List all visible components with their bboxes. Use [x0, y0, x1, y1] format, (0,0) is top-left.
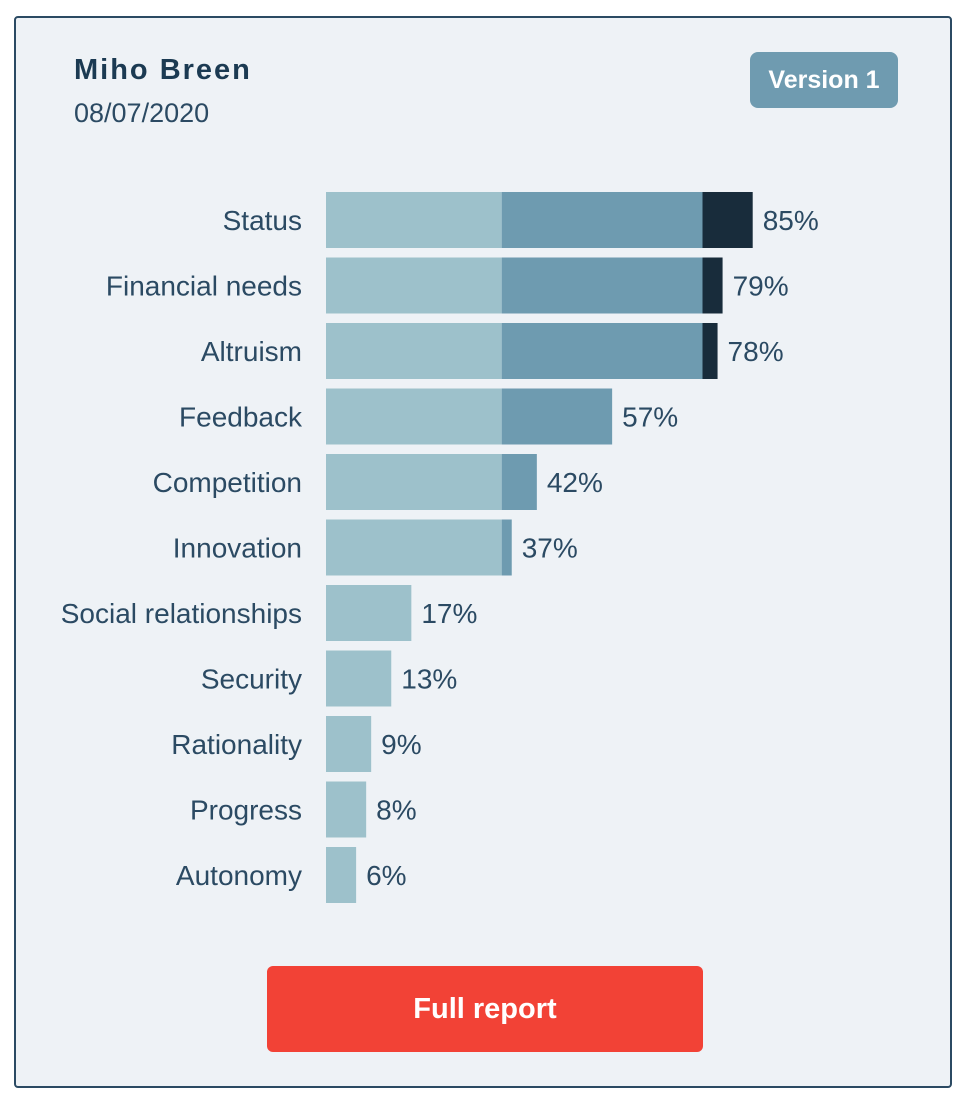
- category-label: Status: [223, 205, 302, 236]
- bar-segment: [326, 585, 412, 641]
- category-label: Rationality: [171, 729, 302, 760]
- bar-segment: [326, 519, 502, 576]
- bar-segment: [326, 257, 502, 314]
- report-date: 08/07/2020: [74, 98, 210, 128]
- value-label: 37%: [522, 533, 578, 564]
- bar-segment: [501, 323, 703, 379]
- value-label: 17%: [421, 598, 477, 629]
- version-badge[interactable]: Version 1: [750, 52, 898, 108]
- bar-segment: [501, 519, 512, 576]
- value-label: 6%: [366, 860, 406, 891]
- category-label: Feedback: [179, 402, 303, 433]
- person-name: Miho Breen: [74, 54, 252, 86]
- bar-segment: [326, 323, 502, 379]
- motivation-card: Miho Breen 08/07/2020 Version 1 Status 85…: [14, 16, 952, 1088]
- bar-segment: [702, 192, 753, 248]
- bar-segment: [326, 192, 502, 248]
- bar-segment: [702, 257, 723, 314]
- bar-segment: [326, 454, 502, 510]
- value-label: 42%: [547, 467, 603, 498]
- category-label: Competition: [153, 467, 302, 498]
- value-label: 85%: [763, 205, 819, 236]
- bar-segment: [501, 192, 703, 248]
- value-label: 78%: [728, 336, 784, 367]
- motivation-bar-chart: Status 85% Financial needs 79% Altruism 78% Fe…: [61, 192, 819, 903]
- value-label: 9%: [381, 729, 421, 760]
- full-report-button[interactable]: Full report: [267, 966, 703, 1052]
- bar-segment: [501, 257, 703, 314]
- bar-segment: [326, 847, 357, 903]
- category-label: Social relationships: [61, 598, 302, 629]
- bar-segment: [501, 454, 537, 510]
- value-label: 79%: [733, 271, 789, 302]
- value-label: 57%: [622, 402, 678, 433]
- bar-segment: [326, 716, 372, 772]
- bar-segment: [326, 781, 367, 838]
- bar-segment: [326, 388, 502, 445]
- category-label: Security: [201, 664, 302, 695]
- category-label: Progress: [190, 795, 302, 826]
- category-label: Altruism: [201, 336, 302, 367]
- bar-segment: [501, 388, 613, 445]
- bar-segment: [702, 323, 718, 379]
- category-label: Autonomy: [176, 860, 302, 891]
- bar-segment: [326, 650, 392, 707]
- category-label: Financial needs: [106, 271, 302, 302]
- category-label: Innovation: [173, 533, 302, 564]
- value-label: 8%: [376, 795, 416, 826]
- value-label: 13%: [401, 664, 457, 695]
